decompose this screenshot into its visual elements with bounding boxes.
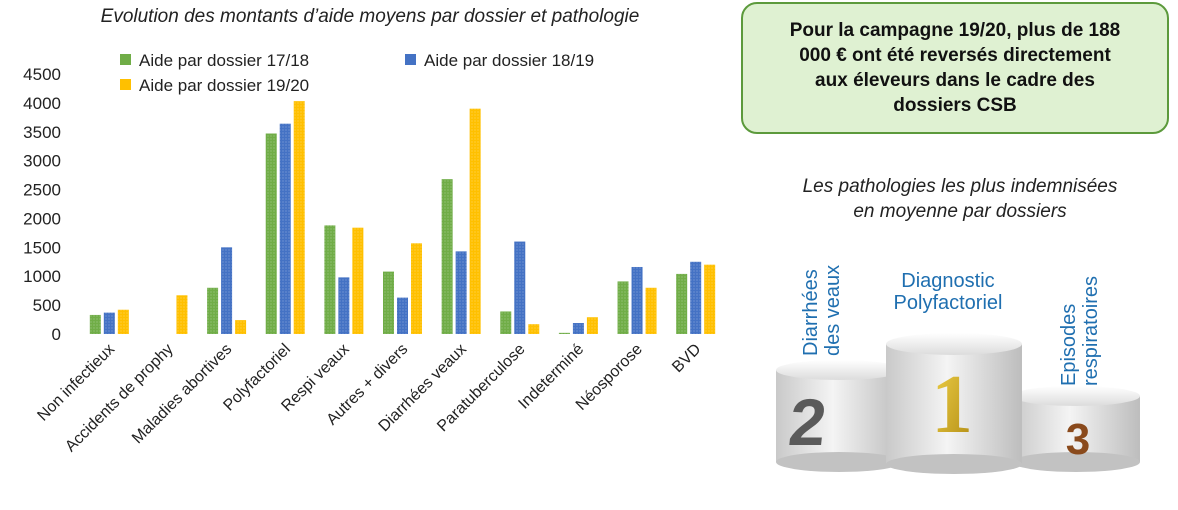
callout-box: Pour la campagne 19/20, plus de 188 000 … <box>741 2 1169 134</box>
podium-title-line2: en moyenne par dossiers <box>853 201 1067 222</box>
bar-texture <box>338 277 350 334</box>
bar-texture <box>572 323 584 334</box>
bar-texture <box>103 312 115 334</box>
bar-texture <box>676 273 688 334</box>
bar-texture <box>645 287 657 334</box>
bar-texture <box>352 227 364 334</box>
podium-second-label: Diarrhées des veaux <box>800 222 844 356</box>
rank-third: 3 <box>1066 415 1090 464</box>
y-tick-label: 2000 <box>23 209 61 228</box>
legend-swatch <box>120 79 131 90</box>
podium-second-block <box>776 360 902 472</box>
y-tick-label: 500 <box>33 296 61 315</box>
legend-swatch <box>405 54 416 65</box>
y-tick-label: 1500 <box>23 238 61 257</box>
podium-third-label: Episodes respiratoires <box>1058 252 1102 386</box>
podium-graphic: 2 1 3 <box>776 333 1140 474</box>
podium-third-block <box>1012 386 1140 472</box>
bar-texture <box>383 271 394 334</box>
bar-texture <box>397 297 408 334</box>
y-tick-label: 3500 <box>23 123 61 142</box>
x-tick-label: BVD <box>669 341 704 376</box>
y-tick-label: 4000 <box>23 94 61 113</box>
bar-texture <box>176 295 188 334</box>
bar-chart: 4500 4000 3500 3000 2500 2000 1500 1000 500 0 Non… <box>23 51 716 456</box>
legend-label: Aide par dossier 17/18 <box>139 51 309 70</box>
bar-texture <box>500 311 512 334</box>
podium-first-label: Diagnostic Polyfactoriel <box>868 270 1028 314</box>
bar-texture <box>617 281 629 334</box>
callout-text: Pour la campagne 19/20, plus de 188 000 … <box>789 20 1121 116</box>
y-tick-label: 3000 <box>23 152 61 171</box>
podium-title: Les pathologies les plus indemnisées en … <box>745 174 1175 224</box>
bar-texture <box>411 243 422 334</box>
x-tick-label: Accidents de prophy <box>62 341 177 456</box>
bar-texture <box>514 241 526 334</box>
podium-second-line1: Diarrhées <box>800 269 822 356</box>
bars <box>89 101 716 335</box>
legend-swatch <box>120 54 131 65</box>
bar-texture <box>586 317 598 334</box>
bar-texture <box>235 320 247 334</box>
legend: Aide par dossier 17/18 Aide par dossier 1… <box>120 51 594 95</box>
bar-texture <box>455 251 467 334</box>
legend-label: Aide par dossier 18/19 <box>424 51 594 70</box>
bar-texture <box>207 287 219 334</box>
bar-texture <box>441 179 453 334</box>
podium-second-line2: des veaux <box>822 264 844 356</box>
bar-texture <box>528 324 540 334</box>
bar-texture <box>558 332 570 334</box>
y-tick-label: 4500 <box>23 65 61 84</box>
x-tick-label: Maladies abortives <box>129 341 235 447</box>
bar-texture <box>293 101 305 335</box>
podium-title-line1: Les pathologies les plus indemnisées <box>802 176 1118 197</box>
podium-first-line2: Polyfactoriel <box>893 292 1003 314</box>
bar-texture <box>631 266 643 334</box>
podium-first-line1: Diagnostic <box>901 270 995 292</box>
bar-texture <box>469 108 481 335</box>
y-tick-label: 2500 <box>23 181 61 200</box>
bar-texture <box>324 225 336 334</box>
podium-third-line1: Episodes <box>1058 303 1080 386</box>
y-axis-ticks: 4500 4000 3500 3000 2500 2000 1500 1000 500 0 <box>23 65 61 344</box>
bar-texture <box>117 309 129 334</box>
podium-first-block <box>886 333 1022 474</box>
podium-third-line2: respiratoires <box>1080 275 1102 386</box>
bar-texture <box>279 123 291 334</box>
rank-second: 2 <box>785 386 829 460</box>
bar-texture <box>221 247 233 334</box>
bar-texture <box>89 314 101 334</box>
bar-texture <box>265 133 277 334</box>
legend-label: Aide par dossier 19/20 <box>139 76 309 95</box>
y-tick-label: 0 <box>52 325 61 344</box>
bar-texture <box>690 261 702 334</box>
rank-first: 1 <box>931 358 973 451</box>
bar-texture <box>704 264 716 334</box>
y-tick-label: 1000 <box>23 267 61 286</box>
chart-title: Evolution des montants d’aide moyens par… <box>100 6 640 27</box>
